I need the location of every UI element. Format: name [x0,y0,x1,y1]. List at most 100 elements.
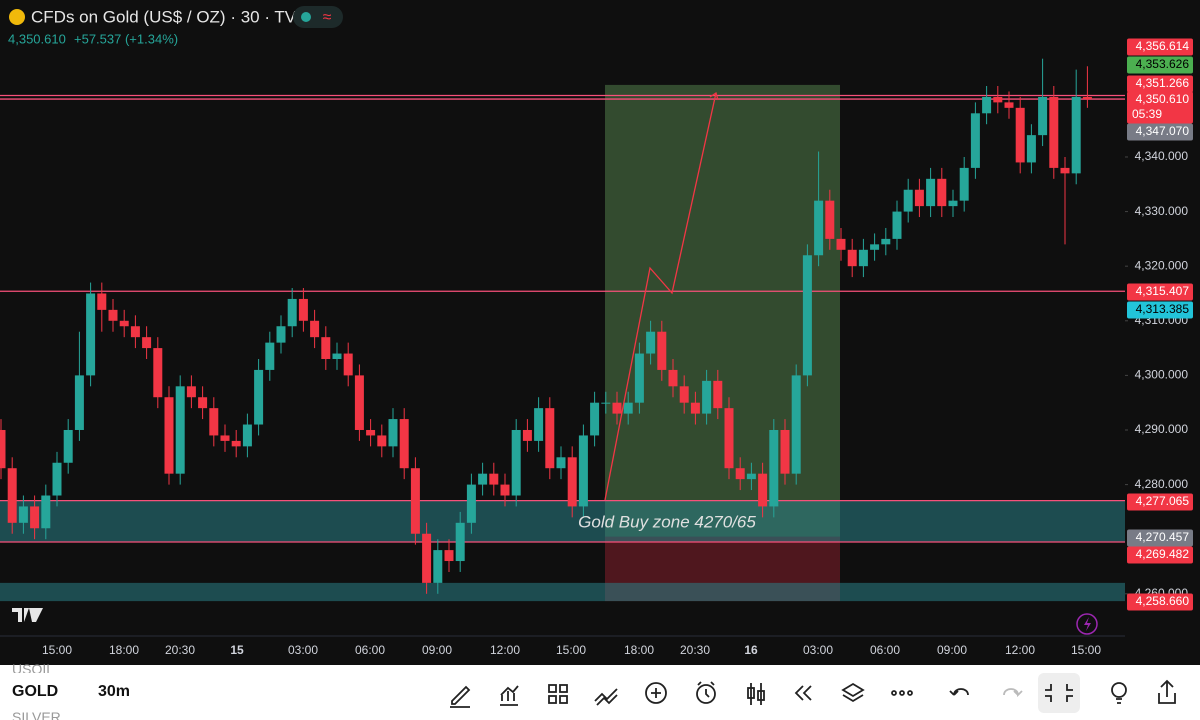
candle-body [142,337,152,349]
candle-body [366,429,376,436]
watch-item[interactable]: SILVER [12,709,61,720]
candle-body [276,326,286,343]
price-label: 4,258.660 [1136,594,1190,608]
logo [9,9,25,25]
x-tick-label: 12:00 [1005,643,1035,657]
fullscreen-button[interactable] [1038,673,1080,713]
watch-item-active[interactable]: GOLD [12,683,59,700]
replay-icon[interactable] [794,685,812,701]
candle-body [814,200,824,256]
candle-body [511,429,521,496]
y-tick-label: 4,330.000 [1135,204,1189,218]
chart: Gold Buy zone 4270/65 CFDs on Gold (US$ … [0,6,1193,658]
candle-body [153,348,163,398]
y-tick-label: 4,300.000 [1135,368,1189,382]
alarm-icon[interactable] [696,684,716,704]
lightning-icon [1084,617,1091,631]
symbol-title: CFDs on Gold (US$ / OZ) · 30 · TVC [31,7,308,26]
x-tick-label: 15 [230,643,244,657]
price-label: 4,351.266 [1136,76,1190,90]
candle-body [220,435,230,441]
candle-body [1026,135,1036,163]
price-label-bg [1127,283,1193,301]
ideas-icon[interactable] [1111,682,1127,698]
candle-body [881,238,891,245]
candle-body [444,550,454,562]
price-label: 4,277.065 [1136,494,1190,508]
candle-body [601,402,611,404]
timeframe[interactable]: 30m [98,683,131,700]
candle-body [242,424,252,447]
price-label: 4,269.482 [1136,547,1190,561]
more-icon[interactable] [891,690,897,696]
candle-body [836,238,846,250]
watch-item[interactable]: USOIL [12,661,55,673]
layout-icon[interactable] [548,684,557,693]
status-pill[interactable] [293,6,343,28]
price-label-bg [1127,91,1193,124]
candle-body [455,522,465,562]
candle-body [478,473,488,485]
candle-body [231,440,241,447]
candle-body [668,369,678,387]
undo-icon[interactable] [949,688,969,696]
alert-button[interactable] [1076,613,1098,635]
price-label: 4,313.385 [1136,302,1190,316]
candle-body [623,402,633,414]
candle-body [713,380,723,409]
indicators-icon[interactable] [500,685,519,706]
price-label-bg [1127,123,1193,141]
zone-annotation: Gold Buy zone 4270/65 [578,512,756,531]
candle-body [982,96,992,114]
buy-zone [0,500,1125,543]
candle-body [41,495,51,529]
candle-body [657,331,667,370]
candle-body [1071,96,1081,174]
candle-body [0,429,6,469]
x-tick-label: 15:00 [1071,643,1101,657]
candle-body [18,506,28,523]
candle-body [399,419,409,469]
tv-logo [12,608,43,622]
candle-body [500,484,510,496]
candle-body [646,331,656,354]
layers-icon[interactable] [841,682,865,703]
candle-body [466,484,476,523]
add-icon[interactable] [645,682,667,704]
price-label: 4,356.614 [1136,39,1190,53]
x-tick-label: 20:30 [680,643,710,657]
candle-body [1049,96,1059,168]
draw-icon[interactable] [450,685,471,708]
candle-body [970,113,980,168]
price-label-bg [1127,593,1193,611]
compare-icon[interactable] [594,688,618,706]
redo-icon[interactable] [1003,688,1023,698]
candle-body [74,375,84,430]
candle-body [310,320,320,338]
price-label-bg [1127,75,1193,93]
share-icon[interactable] [1158,679,1176,704]
x-tick-label: 03:00 [288,643,318,657]
candle-body [545,408,555,469]
x-tick-label: 18:00 [109,643,139,657]
x-tick-label: 16 [744,643,758,657]
candle-body [926,178,936,207]
candle-body [959,167,969,201]
candle-body [825,200,835,239]
candle-body [1082,96,1092,100]
candle-body [679,386,689,403]
x-tick-label: 15:00 [42,643,72,657]
candle-body [993,96,1003,103]
price-label: 4,270.457 [1136,530,1190,544]
candle-body [332,353,342,360]
candle-body [198,397,208,409]
candle-body [578,435,588,507]
candle-body [567,457,577,507]
candle-body [780,429,790,474]
price-label-bg [1127,56,1193,74]
x-tick-label: 06:00 [355,643,385,657]
candle-body [702,380,712,414]
candle-body [108,309,118,321]
candles-icon[interactable] [750,683,762,705]
